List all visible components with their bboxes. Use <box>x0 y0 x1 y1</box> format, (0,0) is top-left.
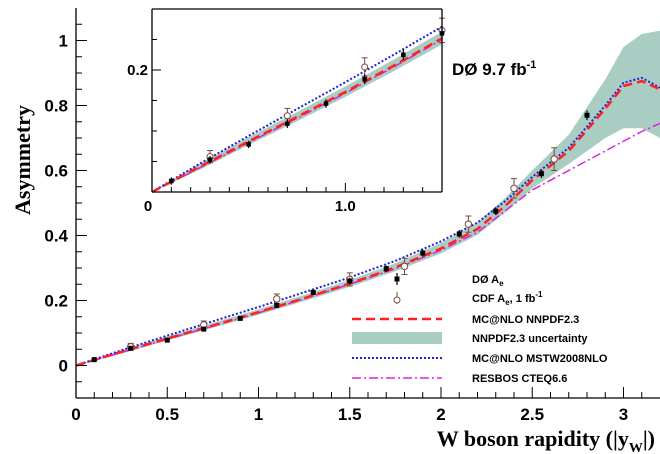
d0-point <box>237 315 243 321</box>
cdf-point <box>510 184 518 193</box>
x-tick-label: 2.5 <box>520 405 544 424</box>
d0-point <box>169 178 174 184</box>
theory-curves <box>75 76 660 367</box>
d0-point <box>274 302 280 308</box>
inset-background <box>152 9 442 192</box>
cdf-point <box>400 262 409 271</box>
mcnlo-nnpdf-curve <box>75 79 660 367</box>
legend-label-main: NNPDF2.3 uncertainty <box>472 333 588 345</box>
d0-point <box>584 112 590 118</box>
x-tick-label: 3 <box>619 405 628 424</box>
x-tick-label: 2 <box>436 405 445 424</box>
legend-label-suffix: , 1 fb <box>510 293 536 305</box>
main-axes: 0 0.5 1 1.5 2 2.5 3 0 0.2 0.4 0.6 0.8 1 <box>44 8 660 424</box>
cdf-point <box>464 220 473 228</box>
y-tick-label: 0.8 <box>44 97 68 116</box>
inset-x-tick-label: 1.0 <box>335 198 356 215</box>
legend-label-sub: e <box>499 279 504 288</box>
d0-point <box>362 76 367 82</box>
annotation: DØ 9.7 fb-1 <box>452 59 536 79</box>
annotation-sup: -1 <box>527 59 537 71</box>
cdf-point <box>273 295 281 303</box>
legend-label-suffix-sup: -1 <box>535 290 543 299</box>
d0-point <box>383 266 389 272</box>
x-tick-label: 0.5 <box>155 405 179 424</box>
x-axis-title-close: |) <box>643 426 655 451</box>
d0-point <box>310 289 316 295</box>
legend-d0-symbol <box>394 276 400 282</box>
y-tick-label: 1 <box>59 32 68 51</box>
legend-label-main: MC@NLO MSTW2008NLO <box>472 353 608 365</box>
nnpdf-uncertainty-band <box>152 31 442 192</box>
legend-label-mcnlo_nnpdf: MC@NLO NNPDF2.3 <box>472 314 579 326</box>
y-tick-label: 0 <box>59 357 68 376</box>
d0-point <box>201 326 207 332</box>
d0-point <box>456 231 462 237</box>
legend-label-resbos: RESBOS CTEQ6.6 <box>472 373 567 385</box>
legend-cdf-symbol <box>393 296 401 304</box>
d0-point <box>347 278 353 284</box>
d0-point <box>420 250 426 256</box>
inset-theory-curves <box>151 25 443 194</box>
legend-label-main: DØ A <box>472 274 499 286</box>
inset-x-tick-label: 0 <box>144 198 152 215</box>
y-tick-label: 0.4 <box>44 227 68 246</box>
legend-band-symbol <box>352 332 442 344</box>
d0-point <box>128 345 134 351</box>
y-tick-label: 0.2 <box>44 292 68 311</box>
d0-point <box>538 171 544 177</box>
legend-label-main: CDF A <box>472 293 505 305</box>
x-axis-title-main: W boson rapidity (|y <box>437 426 629 451</box>
inset-axes: 0 1.0 0.2 <box>127 8 443 215</box>
mcnlo-mstw-curve <box>75 76 660 367</box>
y-tick-label: 0.6 <box>44 162 68 181</box>
legend-label-nnpdf_band: NNPDF2.3 uncertainty <box>472 333 588 345</box>
legend-label-cdf: CDF Ae, 1 fb-1 <box>472 290 543 307</box>
inset-nnpdf-band <box>152 31 442 192</box>
legend-label-main: RESBOS CTEQ6.6 <box>472 373 567 385</box>
y-axis-title: Asymmetry <box>10 105 35 215</box>
inset-y-tick-label: 0.2 <box>127 62 148 79</box>
x-tick-label: 0 <box>71 405 80 424</box>
inset-mcnlo-mstw-curve <box>151 25 443 193</box>
x-tick-label: 1.5 <box>338 405 362 424</box>
cdf-point <box>550 155 558 163</box>
x-axis-title-sub: W <box>629 441 643 454</box>
inset-mcnlo-nnpdf-curve <box>151 37 443 194</box>
x-axis-title: W boson rapidity (|yW|) <box>437 426 655 454</box>
d0-point <box>323 101 329 106</box>
d0-point <box>493 208 499 214</box>
d0-point <box>164 337 170 343</box>
annotation-main: DØ 9.7 fb <box>452 60 527 79</box>
legend-label-mcnlo_mstw: MC@NLO MSTW2008NLO <box>472 353 608 365</box>
d0-point <box>91 357 97 363</box>
cdf-point <box>361 63 369 71</box>
x-tick-label: 1 <box>254 405 263 424</box>
d0-point <box>401 52 406 57</box>
legend-label-main: MC@NLO NNPDF2.3 <box>472 314 579 326</box>
d0-point <box>285 121 290 126</box>
data-points <box>91 110 590 363</box>
cdf-point <box>283 112 291 120</box>
d0-point <box>207 157 213 162</box>
legend-label-d0: DØ Ae <box>472 274 504 288</box>
d0-point <box>246 142 251 147</box>
legend-label-sub: e <box>505 298 510 307</box>
